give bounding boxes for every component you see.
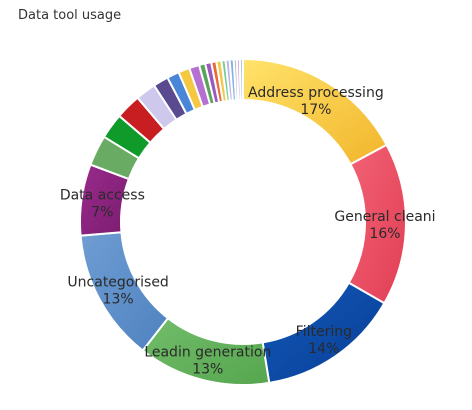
- slice-percent-uncategorised: 13%: [103, 292, 134, 308]
- slice-percent-leadin-generation: 13%: [192, 362, 223, 378]
- slice-percent-data-access: 7%: [91, 204, 113, 220]
- slice-percent-address-processing: 17%: [300, 102, 331, 118]
- chart-title: Data tool usage: [18, 8, 122, 23]
- slice-label-data-access: Data access: [60, 187, 145, 203]
- slice-percent-general-cleani: 16%: [369, 226, 400, 242]
- slice-label-uncategorised: Uncategorised: [67, 275, 168, 291]
- slice-label-leadin-generation: Leadin generation: [144, 345, 271, 361]
- slice-label-general-cleani: General cleani: [334, 209, 435, 225]
- slice-label-filtering: Filtering: [296, 324, 352, 340]
- slice-label-address-processing: Address processing: [248, 85, 384, 101]
- slice-small-23[interactable]: [238, 57, 244, 102]
- donut-slices: [79, 57, 407, 386]
- slice-percent-filtering: 14%: [308, 341, 339, 357]
